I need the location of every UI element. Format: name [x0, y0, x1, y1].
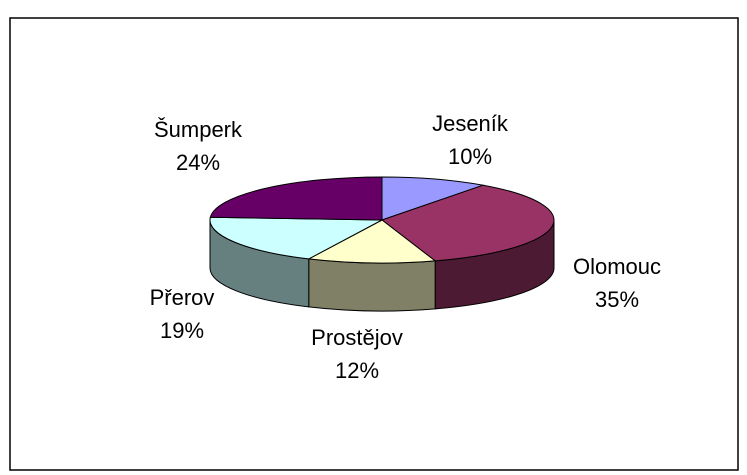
- slice-label: Olomouc: [573, 254, 661, 279]
- slice-label: Prostějov: [311, 325, 403, 350]
- pie-slice: [380, 184, 555, 262]
- pie-slice: [209, 216, 383, 260]
- slice-value-label: 19%: [160, 318, 204, 343]
- pie-slice: [381, 176, 486, 221]
- slice-value-label: 24%: [176, 150, 220, 175]
- slice-label: Šumperk: [154, 117, 243, 142]
- pie-side: [308, 258, 436, 312]
- pie-slice: [307, 219, 437, 264]
- slice-value-label: 10%: [448, 144, 492, 169]
- slice-label: Jeseník: [432, 111, 509, 136]
- slice-value-label: 12%: [335, 358, 379, 383]
- slice-value-label: 35%: [595, 287, 639, 312]
- slice-label: Přerov: [150, 285, 215, 310]
- pie-slice: [209, 176, 383, 221]
